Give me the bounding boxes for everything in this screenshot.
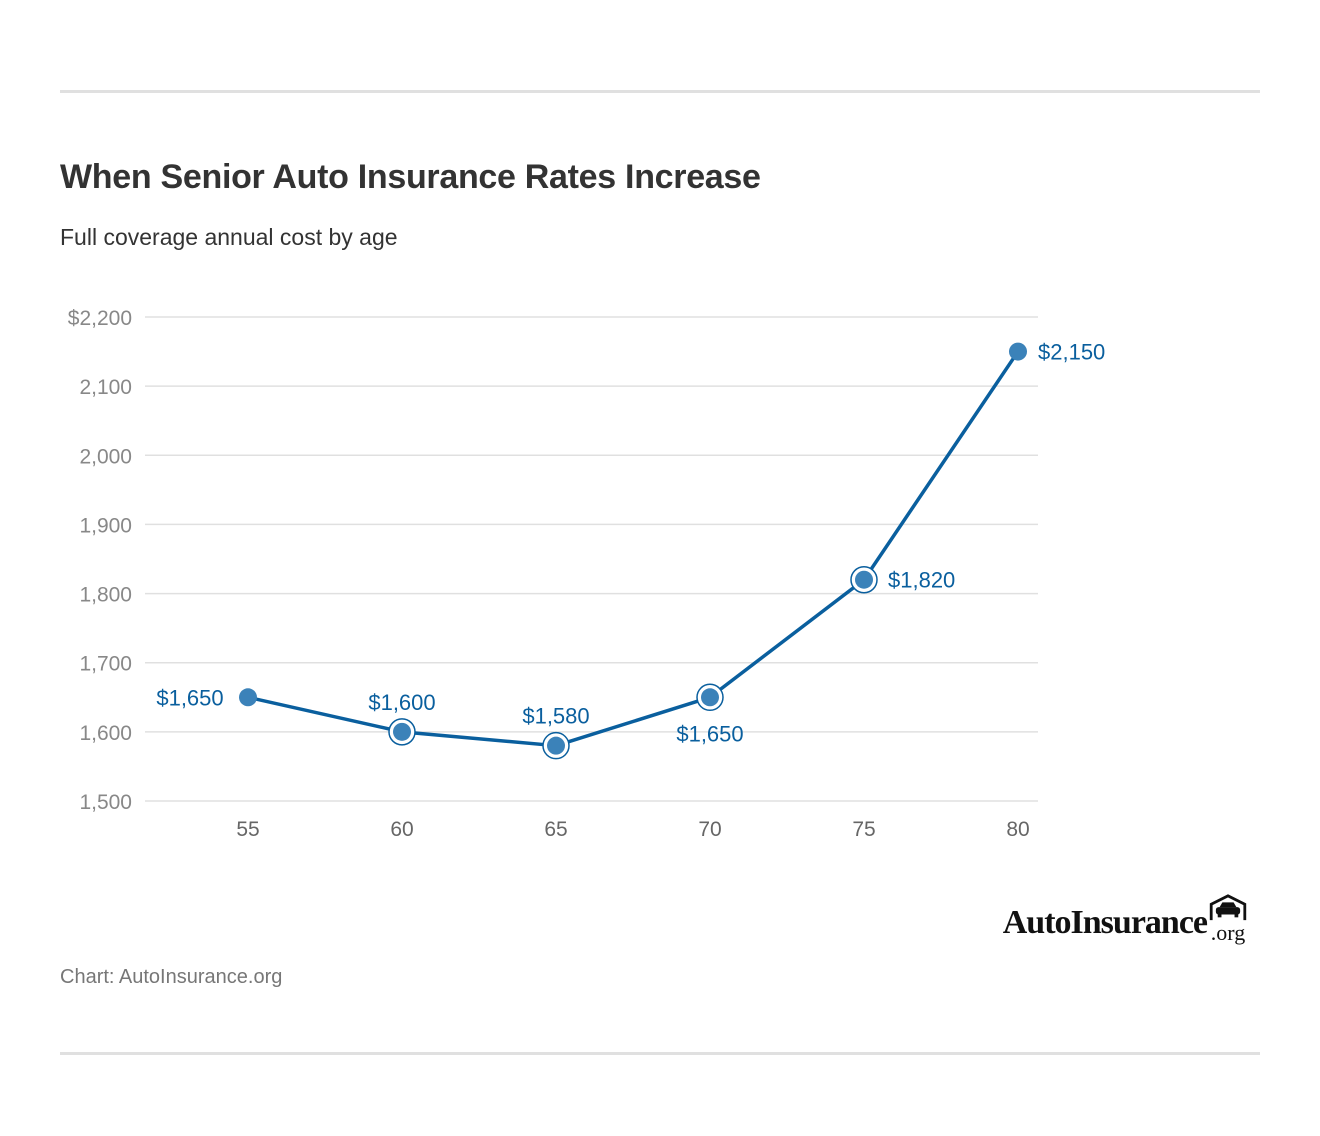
line-chart: 1,500 1,600 1,700 1,800 1,900 2,000 2,100 $2,20…	[68, 307, 1106, 841]
data-point	[701, 688, 719, 707]
y-tick-label: $2,200	[68, 307, 132, 330]
data-point	[855, 570, 873, 589]
data-label: $1,650	[676, 721, 743, 746]
x-tick-label: 70	[698, 818, 721, 841]
top-rule	[60, 90, 1260, 93]
x-tick-label: 55	[236, 818, 259, 841]
data-label: $2,150	[1038, 340, 1105, 365]
y-tick-label: 1,800	[79, 584, 132, 607]
data-label: $1,820	[888, 568, 955, 593]
chart-subtitle: Full coverage annual cost by age	[60, 224, 398, 250]
data-point	[1009, 342, 1027, 361]
bottom-rule	[60, 1052, 1260, 1055]
autoinsurance-logo: AutoInsurance .org	[1003, 892, 1248, 948]
y-tick-label: 1,600	[79, 722, 132, 745]
data-point	[547, 736, 565, 755]
data-point	[239, 688, 257, 707]
data-point	[393, 722, 411, 741]
y-tick-label: 2,000	[79, 445, 132, 468]
car-garage-icon	[1209, 894, 1247, 921]
x-tick-label: 75	[852, 818, 875, 841]
chart-source: Chart: AutoInsurance.org	[60, 966, 283, 988]
data-label: $1,600	[368, 690, 435, 715]
logo-text: AutoInsurance	[1002, 904, 1208, 941]
data-label: $1,650	[156, 685, 223, 710]
logo-suffix: .org	[1210, 920, 1246, 945]
y-tick-label: 1,700	[79, 653, 132, 676]
y-tick-label: 1,500	[79, 791, 132, 814]
chart-title: When Senior Auto Insurance Rates Increas…	[60, 158, 761, 196]
y-tick-label: 1,900	[79, 514, 132, 537]
x-tick-label: 80	[1006, 818, 1029, 841]
x-tick-label: 65	[544, 818, 567, 841]
x-tick-label: 60	[390, 818, 413, 841]
y-tick-label: 2,100	[79, 376, 132, 399]
logo-right: .org	[1208, 894, 1248, 948]
series-line	[247, 350, 1020, 748]
data-label: $1,580	[522, 704, 589, 729]
